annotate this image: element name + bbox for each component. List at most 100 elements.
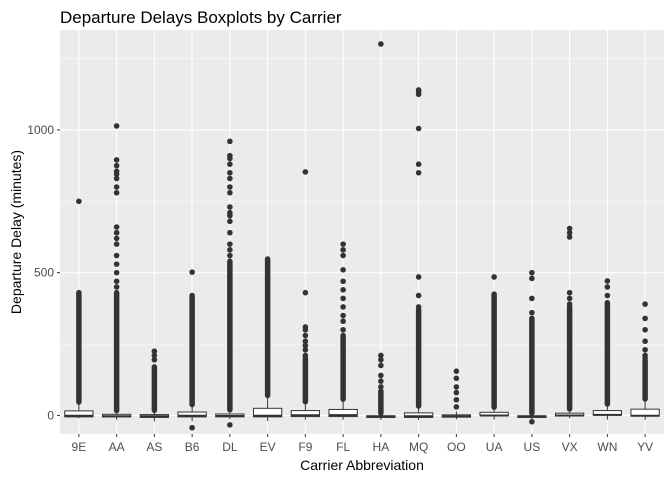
outlier-point: [302, 332, 309, 339]
outlier-point: [340, 318, 346, 325]
outlier-point: [453, 389, 460, 396]
box: [64, 410, 94, 418]
outlier-point: [642, 326, 648, 333]
outlier-point: [151, 348, 158, 355]
outlier-point: [113, 241, 120, 247]
outlier-point: [378, 378, 384, 384]
outlier-point: [378, 362, 384, 369]
box: [403, 412, 434, 418]
outlier-point: [604, 278, 611, 284]
chart-title: Departure Delays Boxplots by Carrier: [60, 8, 342, 27]
outlier-point: [642, 301, 648, 307]
outlier-point: [642, 346, 648, 353]
outlier-point: [340, 241, 346, 247]
plot-panel: [60, 30, 664, 434]
outlier-point: [227, 175, 233, 182]
boxes: [64, 395, 660, 422]
outlier-point: [113, 157, 120, 163]
x-tick-label: AA: [109, 440, 125, 454]
x-tick-label: F9: [298, 440, 312, 454]
x-tick-label: WN: [597, 440, 617, 454]
outlier-point: [415, 125, 422, 132]
outlier-point: [642, 338, 648, 345]
box: [328, 408, 358, 418]
outlier-point: [227, 189, 233, 196]
outlier-point: [566, 234, 573, 240]
outlier-point: [76, 198, 82, 205]
outlier-point: [189, 424, 195, 431]
box: [177, 411, 207, 418]
outlier-point: [302, 289, 309, 296]
x-tick-label: US: [524, 440, 541, 454]
outlier-point: [340, 267, 346, 273]
outlier-point: [302, 342, 309, 349]
outlier-point: [453, 404, 460, 410]
x-tick-label: AS: [146, 440, 162, 454]
outlier-point: [415, 274, 422, 280]
outlier-point: [340, 287, 346, 293]
outlier-point: [453, 384, 460, 390]
outlier-point: [189, 269, 195, 275]
y-tick-label: 1000: [27, 123, 54, 137]
outlier-point: [227, 209, 233, 216]
x-axis-label: Carrier Abbreviation: [300, 457, 424, 473]
x-tick-label: YV: [637, 440, 653, 454]
outlier-point: [113, 252, 120, 259]
outlier-point: [302, 338, 309, 345]
x-tick-label: DL: [222, 440, 238, 454]
outlier-point: [302, 346, 309, 353]
outlier-point: [113, 162, 120, 169]
outlier-point: [227, 229, 233, 236]
outlier-point: [378, 356, 384, 363]
x-tick-label: HA: [373, 440, 390, 454]
outlier-point: [227, 204, 233, 210]
axes: 0 500 1000 9E AA AS B6 DL EV F9 FL HA MQ OO UA US VX WN YV: [27, 123, 653, 454]
outlier-point: [529, 275, 535, 282]
outlier-point: [604, 292, 611, 299]
x-tick-label: OO: [447, 440, 466, 454]
outlier-point: [415, 292, 422, 299]
outlier-point: [113, 224, 120, 230]
outlier-point: [113, 261, 120, 267]
outlier-point: [529, 295, 535, 302]
x-tick-label: VX: [562, 440, 578, 454]
outlier-point: [227, 169, 233, 176]
y-tick-label: 0: [47, 408, 54, 422]
x-tick-label: UA: [486, 440, 503, 454]
x-tick-label: MQ: [409, 440, 428, 454]
x-tick-label: 9E: [72, 440, 87, 454]
outlier-point: [227, 218, 233, 225]
outlier-point: [566, 229, 573, 236]
y-tick-label: 500: [34, 266, 54, 280]
x-tick-label: EV: [260, 440, 276, 454]
outlier-point: [415, 304, 422, 310]
outlier-point: [378, 384, 384, 390]
outlier-point: [491, 274, 497, 280]
outlier-point: [113, 184, 120, 190]
outlier-point: [113, 175, 120, 182]
outlier-point: [340, 252, 346, 259]
outlier-point: [378, 372, 384, 379]
outlier-point: [453, 375, 460, 382]
outlier-point: [151, 352, 158, 359]
outlier-point: [113, 189, 120, 196]
outlier-point: [378, 41, 384, 47]
outlier-point: [340, 295, 346, 302]
outlier-point: [302, 352, 309, 359]
outlier-point: [227, 241, 233, 247]
outlier-point: [642, 352, 648, 359]
outlier-point: [415, 161, 422, 167]
outlier-point: [113, 269, 120, 276]
outlier-point: [566, 289, 573, 296]
outlier-point: [529, 269, 535, 276]
outlier-point: [113, 123, 120, 129]
box: [252, 407, 283, 418]
outlier-point: [113, 235, 120, 242]
outlier-point: [642, 315, 648, 322]
outlier-point: [227, 138, 233, 145]
outlier-point: [566, 301, 573, 307]
outlier-point: [302, 169, 309, 175]
outlier-point: [340, 326, 346, 333]
